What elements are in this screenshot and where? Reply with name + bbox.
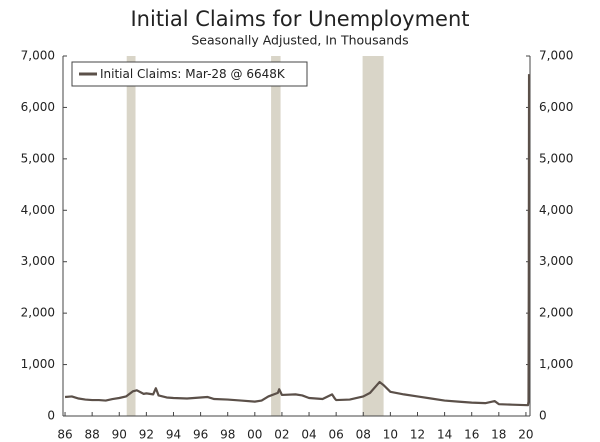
x-tick-label: 16 (464, 428, 479, 442)
recession-band (126, 56, 136, 416)
x-tick-label: 04 (301, 428, 316, 442)
recession-band (362, 56, 384, 416)
x-tick-label: 86 (57, 428, 72, 442)
x-tick-label: 02 (274, 428, 289, 442)
chart-title: Initial Claims for Unemployment (130, 7, 469, 31)
y-tick-label: 1,000 (21, 357, 55, 371)
x-tick-label: 14 (437, 428, 452, 442)
x-tick-label: 92 (139, 428, 154, 442)
recession-band (271, 56, 281, 416)
y2-tick-label: 0 (539, 409, 547, 423)
y2-tick-label: 2,000 (539, 306, 573, 320)
y2-tick-label: 3,000 (539, 254, 573, 268)
series-line (64, 74, 531, 407)
y2-tick-label: 4,000 (539, 203, 573, 217)
y-tick-label: 4,000 (21, 203, 55, 217)
y2-tick-label: 7,000 (539, 49, 573, 63)
y-tick-label: 3,000 (21, 254, 55, 268)
y2-tick-label: 5,000 (539, 151, 573, 165)
legend-box (71, 61, 308, 87)
x-tick-label: 96 (193, 428, 208, 442)
x-tick-label: 08 (356, 428, 371, 442)
x-tick-label: 18 (491, 428, 506, 442)
y-tick-label: 2,000 (21, 306, 55, 320)
chart-subtitle: Seasonally Adjusted, In Thousands (191, 33, 408, 48)
y-tick-label: 6,000 (21, 100, 55, 114)
x-tick-label: 20 (518, 428, 533, 442)
y2-tick-label: 1,000 (539, 357, 573, 371)
x-tick-label: 94 (166, 428, 181, 442)
x-tick-label: 98 (220, 428, 235, 442)
legend-label: Initial Claims: Mar-28 @ 6648K (100, 67, 286, 81)
y-tick-label: 0 (47, 409, 55, 423)
x-tick-label: 00 (247, 428, 262, 442)
x-tick-label: 12 (410, 428, 425, 442)
y2-tick-label: 6,000 (539, 100, 573, 114)
x-tick-label: 88 (85, 428, 100, 442)
y-tick-label: 7,000 (21, 49, 55, 63)
x-tick-label: 90 (112, 428, 127, 442)
y-tick-label: 5,000 (21, 151, 55, 165)
x-tick-label: 06 (329, 428, 344, 442)
x-tick-label: 10 (383, 428, 398, 442)
